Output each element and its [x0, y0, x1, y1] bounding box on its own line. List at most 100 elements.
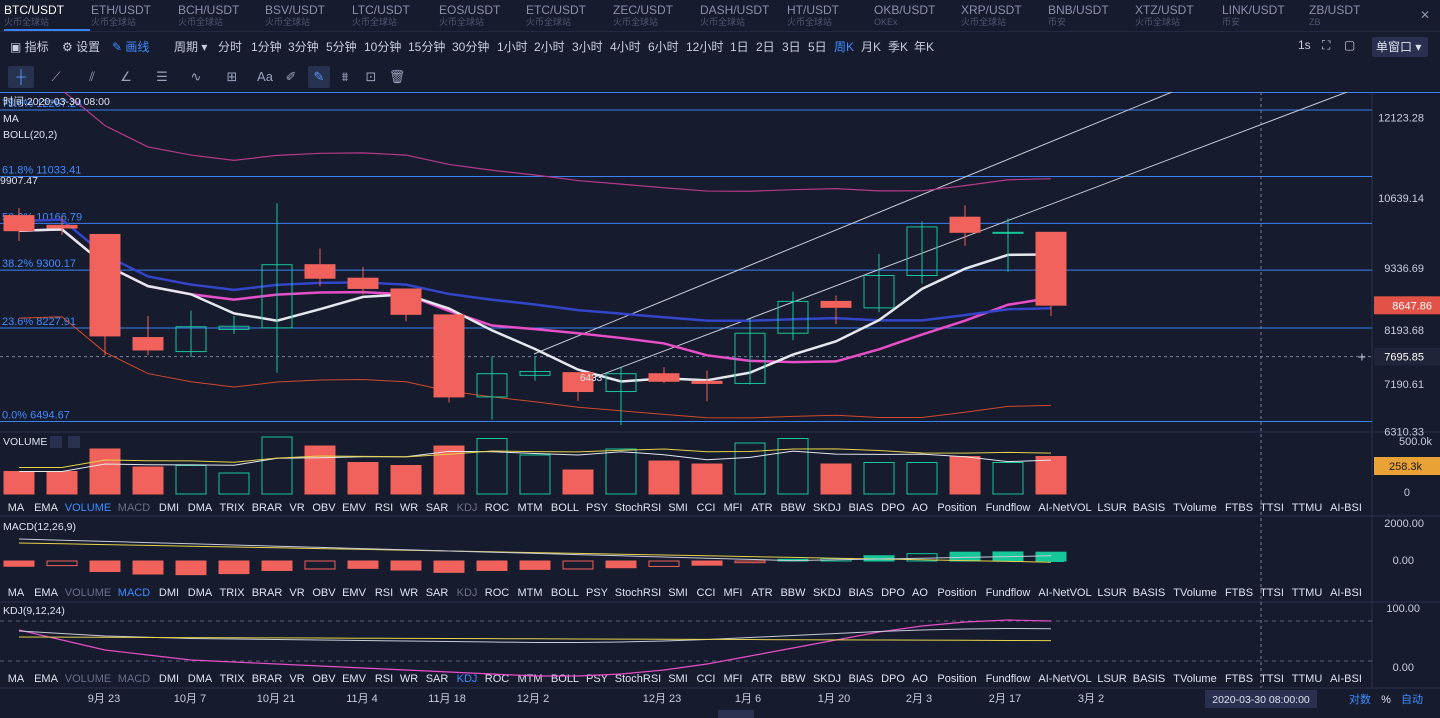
indicator-tab[interactable]: LSUR — [1097, 502, 1126, 514]
measure-icon[interactable]: ⊞ — [226, 69, 238, 84]
indicator-tab[interactable]: BIAS — [848, 502, 873, 514]
period-item[interactable]: 分时 — [218, 40, 243, 54]
indicator-tab[interactable]: SKDJ — [813, 673, 841, 685]
indicator-tab[interactable]: TRIX — [219, 587, 245, 599]
indicator-tab[interactable]: SKDJ — [813, 587, 841, 599]
period-item[interactable]: 30分钟 — [452, 40, 490, 54]
indicator-tab[interactable]: SMI — [668, 673, 688, 685]
period-item[interactable]: 年K — [914, 40, 935, 54]
indicator-tab[interactable]: SAR — [426, 587, 449, 599]
indicator-tab[interactable]: MTM — [517, 587, 542, 599]
period-item[interactable]: 2日 — [756, 40, 775, 54]
indicator-tab[interactable]: RSI — [375, 587, 393, 599]
auto-scale-toggle[interactable]: 自动 — [1401, 693, 1423, 706]
indicator-tab[interactable]: LSUR — [1097, 673, 1126, 685]
indicator-tab[interactable]: BOLL — [551, 502, 579, 514]
percent-toggle[interactable]: % — [1381, 694, 1391, 706]
horizontal-lines-icon[interactable]: ☰ — [156, 69, 168, 84]
indicator-tab[interactable]: AO — [912, 673, 928, 685]
crosshair-icon[interactable]: ┼ — [8, 66, 34, 88]
indicator-tab[interactable]: MFI — [724, 673, 743, 685]
period-dropdown[interactable]: 周期 ▾ — [174, 40, 208, 54]
indicator-tab[interactable]: StochRSI — [615, 587, 661, 599]
period-item[interactable]: 1分钟 — [251, 40, 282, 54]
period-item[interactable]: 15分钟 — [408, 40, 446, 54]
indicator-tab[interactable]: TTMU — [1292, 673, 1323, 685]
indicator-tab[interactable]: BASIS — [1133, 502, 1165, 514]
indicator-tab[interactable]: OBV — [312, 673, 336, 685]
indicator-tab[interactable]: DPO — [881, 587, 905, 599]
symbol-tab[interactable]: ETH/USDT 火币全球站 — [91, 3, 177, 31]
indicator-tab[interactable]: BASIS — [1133, 587, 1165, 599]
window-select[interactable]: 单窗口 ▾ — [1372, 37, 1428, 57]
indicator-tab[interactable]: SAR — [426, 502, 449, 514]
indicator-tab[interactable]: AI-BSI — [1330, 587, 1362, 599]
symbol-tab[interactable]: ETC/USDT 火币全球站 — [526, 3, 612, 31]
period-item[interactable]: 12小时 — [686, 40, 724, 54]
symbol-tab[interactable]: OKB/USDT OKEx — [874, 3, 960, 31]
indicator-tab[interactable]: Position — [937, 587, 976, 599]
indicator-tab[interactable]: DMI — [159, 502, 179, 514]
indicator-tab[interactable]: BASIS — [1133, 673, 1165, 685]
symbol-tab[interactable]: LTC/USDT 火币全球站 — [352, 3, 438, 31]
indicator-tab[interactable]: TTMU — [1292, 587, 1323, 599]
log-scale-toggle[interactable]: 对数 — [1349, 692, 1371, 706]
pattern-icon[interactable]: ⩩ — [341, 69, 349, 84]
indicator-tab[interactable]: MFI — [724, 502, 743, 514]
indicator-tab[interactable]: DMA — [188, 502, 213, 514]
indicator-tab[interactable]: TVolume — [1173, 673, 1216, 685]
symbol-tab[interactable]: BNB/USDT 币安 — [1048, 3, 1134, 31]
indicator-tab[interactable]: VOLUME — [65, 673, 111, 685]
period-item[interactable]: 10分钟 — [364, 40, 402, 54]
period-item[interactable]: 月K — [861, 40, 882, 54]
indicator-tab[interactable]: SKDJ — [813, 502, 841, 514]
indicator-tab[interactable]: SAR — [426, 673, 449, 685]
indicator-tab[interactable]: DPO — [881, 502, 905, 514]
refresh-interval[interactable]: 1s — [1298, 38, 1311, 52]
volume-settings-icon[interactable] — [50, 436, 62, 448]
indicator-tab[interactable]: RSI — [375, 673, 393, 685]
indicator-tab[interactable]: BRAR — [252, 587, 283, 599]
indicator-tab[interactable]: LSUR — [1097, 587, 1126, 599]
indicator-tab[interactable]: DMA — [188, 587, 213, 599]
indicator-tab[interactable]: ROC — [485, 587, 510, 599]
window-icon[interactable]: ▢ — [1344, 38, 1356, 52]
indicator-tab[interactable]: FTBS — [1225, 502, 1253, 514]
indicator-tab[interactable]: OBV — [312, 587, 336, 599]
settings-button[interactable]: ⚙ 设置 — [62, 40, 101, 54]
indicator-tab[interactable]: BOLL — [551, 673, 579, 685]
period-item[interactable]: 1小时 — [497, 40, 528, 54]
draw-button[interactable]: ✎ 画线 — [112, 40, 150, 54]
indicator-tab[interactable]: ROC — [485, 673, 510, 685]
indicator-tab[interactable]: Fundflow — [986, 587, 1031, 599]
indicator-tab[interactable]: DMA — [188, 673, 213, 685]
period-item[interactable]: 4小时 — [610, 40, 641, 54]
indicator-tab[interactable]: AO — [912, 587, 928, 599]
lock-icon[interactable]: ⊡ — [365, 69, 377, 84]
indicator-tab[interactable]: BOLL — [551, 587, 579, 599]
parallel-icon[interactable]: ⫽ — [89, 69, 95, 84]
indicator-tab[interactable]: TTSI — [1260, 502, 1284, 514]
indicator-tab[interactable]: PSY — [586, 502, 609, 514]
period-item[interactable]: 2小时 — [534, 40, 565, 54]
indicator-tab[interactable]: ATR — [751, 502, 772, 514]
symbol-tab[interactable]: XTZ/USDT 火币全球站 — [1135, 3, 1221, 31]
indicator-tab[interactable]: ROC — [485, 502, 510, 514]
indicator-tab[interactable]: PSY — [586, 587, 609, 599]
period-item[interactable]: 周K — [834, 40, 855, 54]
indicator-tab[interactable]: MACD — [118, 673, 150, 685]
indicator-tab[interactable]: AO — [912, 502, 928, 514]
indicator-tab[interactable]: FTBS — [1225, 587, 1253, 599]
indicator-tab[interactable]: AI-NetVOL — [1038, 502, 1091, 514]
indicator-tab[interactable]: BBW — [780, 587, 806, 599]
indicator-tab[interactable]: VR — [289, 502, 304, 514]
indicator-tab[interactable]: VOLUME — [65, 587, 111, 599]
indicator-tab[interactable]: TVolume — [1173, 502, 1216, 514]
indicator-tab[interactable]: EMA — [34, 587, 59, 599]
indicator-tab[interactable]: MA — [8, 587, 25, 599]
angle-icon[interactable]: ∠ — [120, 69, 132, 84]
symbol-tab[interactable]: HT/USDT 火币全球站 — [787, 3, 873, 31]
indicator-tab[interactable]: MACD — [118, 502, 150, 514]
indicator-tab[interactable]: DPO — [881, 673, 905, 685]
indicator-tab[interactable]: BBW — [780, 502, 806, 514]
